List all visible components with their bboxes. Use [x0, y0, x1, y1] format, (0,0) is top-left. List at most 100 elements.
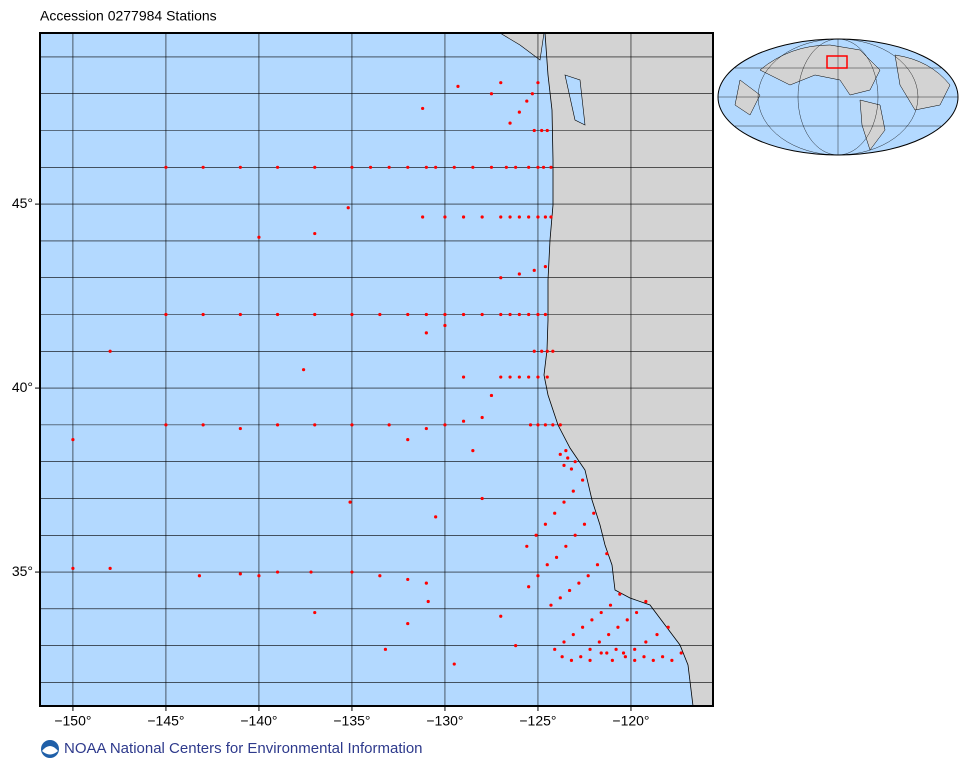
station — [424, 581, 428, 585]
x-tick-label: −130° — [426, 713, 463, 729]
station — [452, 165, 456, 169]
station — [517, 215, 521, 219]
station — [582, 522, 587, 526]
station — [406, 312, 410, 317]
station — [514, 644, 518, 648]
station — [350, 570, 354, 574]
station — [545, 375, 549, 379]
station — [527, 585, 531, 589]
station — [545, 128, 549, 133]
station — [499, 614, 503, 618]
station — [670, 658, 674, 662]
station — [644, 640, 648, 644]
station — [443, 323, 447, 328]
station — [558, 423, 562, 427]
station — [443, 215, 447, 219]
station — [350, 423, 354, 427]
x-tick-label: −150° — [54, 713, 91, 729]
station — [536, 81, 540, 85]
station — [461, 419, 466, 423]
station — [577, 581, 581, 585]
station — [275, 423, 280, 427]
station — [527, 375, 531, 379]
station — [595, 563, 600, 567]
station — [553, 511, 557, 515]
station — [571, 489, 575, 493]
station — [621, 651, 626, 655]
station — [567, 588, 572, 593]
station — [424, 165, 428, 169]
station — [525, 544, 529, 548]
station — [543, 265, 548, 269]
station — [489, 92, 494, 96]
station — [197, 574, 202, 578]
station — [549, 215, 553, 219]
station — [549, 603, 553, 607]
footer-text: NOAA National Centers for Environmental … — [64, 740, 423, 757]
x-tick-label: −140° — [240, 713, 277, 729]
station — [434, 515, 438, 519]
station — [562, 640, 566, 644]
station — [666, 625, 670, 629]
island — [499, 33, 545, 61]
station — [527, 165, 531, 169]
station — [633, 658, 637, 662]
station — [480, 415, 484, 420]
station — [569, 467, 574, 471]
station — [238, 572, 242, 576]
station — [608, 603, 613, 607]
station — [387, 165, 391, 169]
station — [387, 423, 391, 427]
station — [536, 312, 540, 317]
station — [573, 460, 577, 464]
station — [679, 651, 683, 655]
station — [634, 610, 639, 615]
station — [257, 574, 261, 578]
station — [566, 456, 570, 460]
station — [508, 215, 512, 219]
inset-land — [859, 99, 886, 151]
station — [660, 655, 665, 659]
station — [517, 110, 521, 114]
station — [71, 566, 75, 570]
station — [508, 312, 512, 317]
station — [480, 312, 484, 317]
station — [532, 268, 536, 272]
station — [499, 375, 503, 379]
station — [108, 566, 112, 570]
station — [554, 555, 559, 559]
station — [424, 312, 428, 317]
land — [499, 33, 713, 706]
station — [551, 349, 555, 353]
y-tick-label: 40° — [12, 379, 33, 395]
station — [471, 165, 475, 169]
station — [573, 533, 577, 537]
station — [348, 500, 352, 504]
station — [551, 423, 555, 427]
station — [480, 496, 484, 501]
station — [406, 437, 410, 442]
station — [346, 206, 350, 210]
station — [508, 121, 512, 125]
station — [590, 618, 594, 622]
station — [489, 165, 494, 169]
station — [528, 423, 533, 427]
station — [71, 437, 75, 442]
station — [532, 349, 536, 353]
station — [514, 165, 518, 169]
station — [571, 633, 575, 637]
station — [553, 647, 557, 651]
station — [313, 231, 317, 236]
station — [421, 215, 425, 219]
station — [424, 331, 428, 335]
station — [313, 610, 317, 615]
station — [541, 165, 546, 169]
station — [201, 312, 205, 317]
station — [443, 423, 447, 427]
station — [614, 647, 618, 651]
station — [543, 423, 548, 427]
station — [536, 215, 540, 219]
station — [257, 235, 261, 239]
station — [164, 165, 168, 169]
station — [406, 621, 410, 626]
